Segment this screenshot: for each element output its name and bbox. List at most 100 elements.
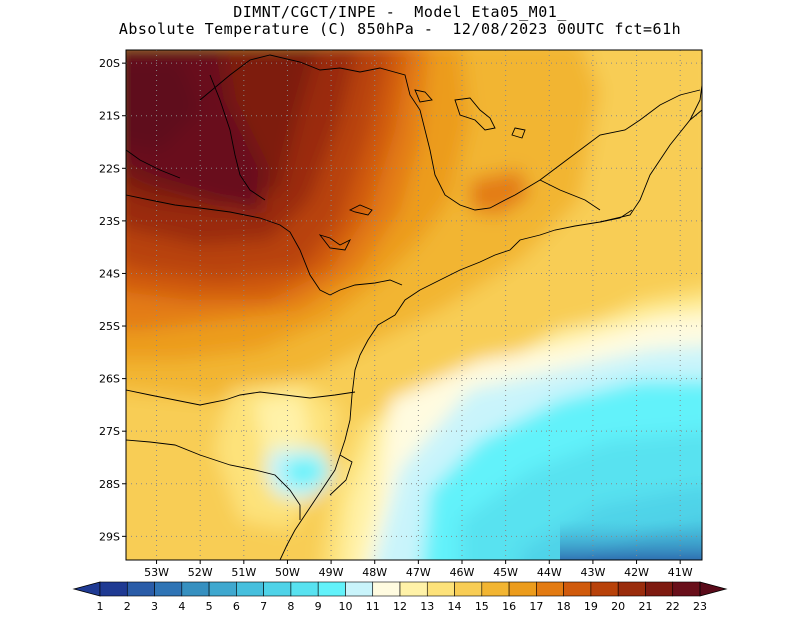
colorbar-swatch bbox=[399, 581, 428, 597]
border-sc-pr bbox=[126, 389, 356, 406]
colorbar-swatch bbox=[372, 581, 401, 597]
colorbar-swatch bbox=[617, 581, 646, 597]
colorbar-label: 12 bbox=[393, 600, 407, 613]
coastline-and-borders bbox=[126, 54, 702, 560]
colorbar-swatch bbox=[536, 581, 564, 597]
lon-tick-label: 49W bbox=[319, 566, 344, 579]
lon-tick-label: 41W bbox=[668, 566, 693, 579]
border-pr-sp-coast bbox=[329, 279, 403, 296]
colorbar-swatch bbox=[481, 581, 510, 597]
colorbar-label: 19 bbox=[584, 600, 598, 613]
border-pr-sp bbox=[126, 194, 331, 296]
colorbar-label: 14 bbox=[448, 600, 462, 613]
colorbar-under-arrow bbox=[72, 581, 101, 597]
border-rs-sc bbox=[126, 439, 301, 520]
lon-tick-label: 46W bbox=[450, 566, 475, 579]
colorbar-label: 11 bbox=[366, 600, 380, 613]
border-mg-sp bbox=[199, 54, 516, 211]
band-9-inland bbox=[285, 458, 328, 488]
colorbar-swatch bbox=[126, 581, 155, 597]
colorbar-swatch bbox=[590, 581, 619, 597]
band-23 bbox=[126, 60, 200, 150]
colorbar-swatch bbox=[317, 581, 346, 597]
colorbar-label: 4 bbox=[178, 600, 185, 613]
colorbar bbox=[72, 581, 728, 597]
warm-patch-coast bbox=[470, 170, 530, 215]
colorbar-label: 16 bbox=[502, 600, 516, 613]
longitude-axis: 53W 52W 51W 50W 49W 48W 47W 46W 45W 44W 43W 42W 41W bbox=[144, 560, 693, 579]
colorbar-label: 9 bbox=[315, 600, 322, 613]
latitude-axis: 20S 21S 22S 23S 24S 25S 26S 27S 28S 29S bbox=[99, 57, 126, 543]
lat-tick-label: 25S bbox=[99, 320, 120, 333]
colorbar-label: 5 bbox=[206, 600, 213, 613]
coastline bbox=[279, 109, 702, 560]
map-title-line-1: DIMNT/CGCT/INPE - Model Eta05_M01_ bbox=[233, 3, 567, 21]
border-ms-sp bbox=[209, 74, 266, 201]
coastline-north bbox=[689, 84, 702, 121]
colorbar-over-arrow bbox=[699, 581, 728, 597]
colorbar-swatch bbox=[236, 581, 264, 597]
coastline-lagoon bbox=[329, 454, 353, 496]
colorbar-label: 10 bbox=[338, 600, 352, 613]
colorbar-swatch bbox=[99, 581, 128, 597]
lon-tick-label: 48W bbox=[362, 566, 387, 579]
lon-tick-label: 47W bbox=[406, 566, 431, 579]
colorbar-swatch bbox=[290, 581, 319, 597]
lat-tick-label: 23S bbox=[99, 215, 120, 228]
lat-tick-label: 27S bbox=[99, 425, 120, 438]
colorbar-swatch bbox=[181, 581, 210, 597]
colorbar-swatch bbox=[645, 581, 674, 597]
lat-tick-label: 24S bbox=[99, 267, 120, 280]
colorbar-label: 13 bbox=[420, 600, 434, 613]
colorbar-label: 22 bbox=[666, 600, 680, 613]
colorbar-label: 20 bbox=[611, 600, 625, 613]
lon-tick-label: 43W bbox=[580, 566, 605, 579]
lat-tick-label: 20S bbox=[99, 57, 120, 70]
colorbar-swatch bbox=[508, 581, 537, 597]
band-12-inland bbox=[255, 395, 310, 460]
colorbar-label: 17 bbox=[529, 600, 543, 613]
band-1-5-ocean bbox=[560, 520, 702, 560]
colorbar-swatch bbox=[563, 581, 592, 597]
colorbar-label: 2 bbox=[124, 600, 131, 613]
lat-tick-label: 28S bbox=[99, 478, 120, 491]
lat-tick-label: 29S bbox=[99, 530, 120, 543]
colorbar-label: 6 bbox=[233, 600, 240, 613]
lon-tick-label: 51W bbox=[231, 566, 256, 579]
plot-frame bbox=[125, 49, 703, 561]
colorbar-label: 23 bbox=[693, 600, 707, 613]
reservoir-3 bbox=[454, 97, 496, 131]
lat-tick-label: 26S bbox=[99, 373, 120, 386]
colorbar-label: 21 bbox=[638, 600, 652, 613]
reservoir-1 bbox=[348, 204, 373, 216]
reservoir-4 bbox=[414, 89, 433, 103]
border-rj bbox=[539, 179, 601, 211]
colorbar-swatch bbox=[263, 581, 292, 597]
colorbar-swatch bbox=[672, 581, 701, 597]
colorbar-swatch bbox=[154, 581, 183, 597]
border-ms-west bbox=[126, 149, 181, 179]
lat-tick-label: 22S bbox=[99, 162, 120, 175]
colorbar-label: 1 bbox=[97, 600, 104, 613]
lon-tick-label: 45W bbox=[493, 566, 518, 579]
lon-tick-label: 52W bbox=[188, 566, 213, 579]
map-title-line-2: Absolute Temperature (C) 850hPa - 12/08/… bbox=[118, 20, 682, 38]
coastline-rio bbox=[599, 209, 633, 223]
colorbar-label: 7 bbox=[260, 600, 267, 613]
colorbar-swatch bbox=[345, 581, 374, 597]
colorbar-swatch bbox=[208, 581, 237, 597]
reservoir-5 bbox=[511, 127, 526, 139]
colorbar-labels: 1 2 3 4 5 6 7 8 9 10 11 12 13 14 15 16 17 18 19 20 21 22 23 bbox=[97, 600, 708, 613]
reservoir-2 bbox=[318, 234, 352, 251]
colorbar-label: 3 bbox=[151, 600, 158, 613]
colorbar-swatch bbox=[454, 581, 483, 597]
temperature-field bbox=[126, 50, 702, 560]
lon-tick-label: 50W bbox=[275, 566, 300, 579]
colorbar-label: 8 bbox=[287, 600, 294, 613]
lon-tick-label: 42W bbox=[624, 566, 649, 579]
lat-tick-label: 21S bbox=[99, 110, 120, 123]
colorbar-swatch bbox=[426, 581, 455, 597]
colorbar-label: 15 bbox=[475, 600, 489, 613]
lon-tick-label: 53W bbox=[144, 566, 169, 579]
